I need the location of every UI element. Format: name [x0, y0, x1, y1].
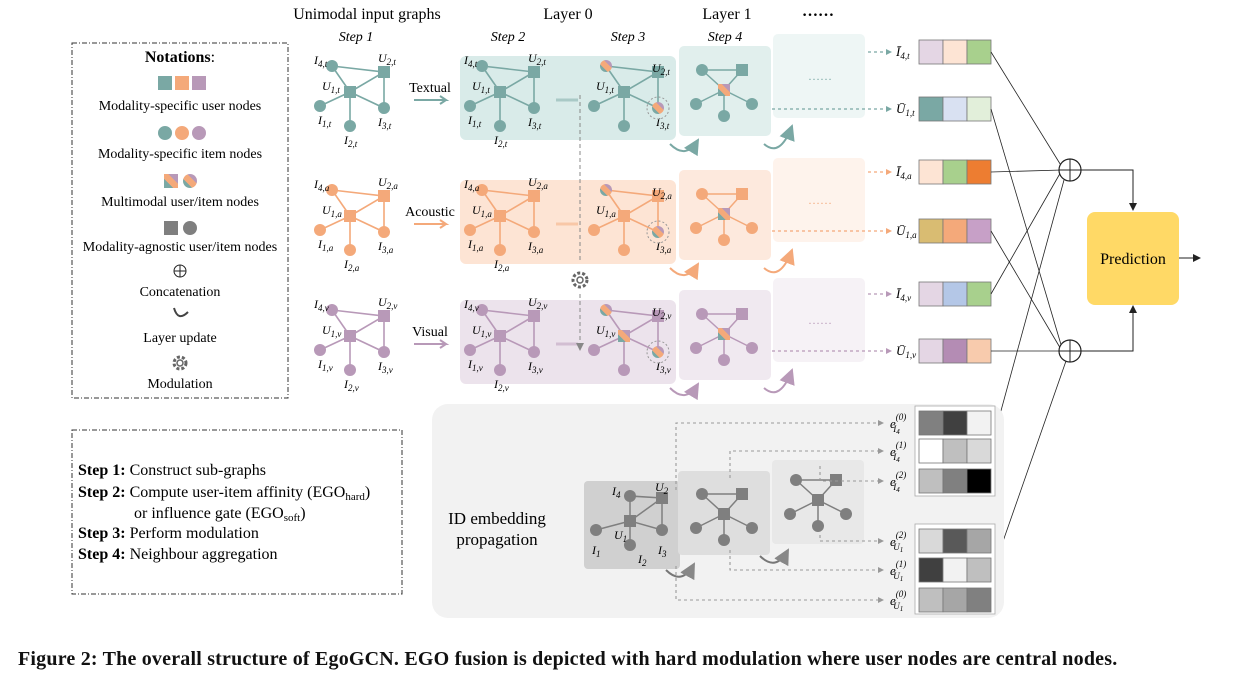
output-embedding-2: Ū1,t [772, 96, 1063, 349]
gear-icon [172, 355, 188, 371]
header-step1: Step 1 [339, 30, 374, 45]
header-layer1: Layer 1 [702, 6, 751, 23]
svg-text:I1: I1 [591, 543, 601, 559]
id-output-6: e(0) U1 [675, 566, 992, 613]
header-step3: Step 3 [611, 30, 646, 45]
svg-text:ID embedding: ID embedding [448, 509, 546, 528]
svg-text:I3,a: I3,a [377, 239, 394, 255]
svg-text:I2,a: I2,a [343, 257, 360, 273]
svg-text:I2,t: I2,t [343, 133, 358, 149]
multimodal-node-icons [164, 174, 197, 188]
agnostic-node-icons [164, 221, 197, 235]
svg-text:I3,v: I3,v [377, 359, 393, 375]
svg-text:propagation: propagation [456, 530, 538, 549]
svg-text:I4,v: I4,v [463, 297, 479, 313]
notation-box: Notations: Modality-specific user nodes … [71, 42, 289, 399]
svg-text:U2,t: U2,t [378, 51, 396, 67]
svg-text:e(2)U1: e(2) U1 [890, 530, 906, 554]
svg-text:I4,v: I4,v [313, 297, 329, 313]
svg-text:I4: I4 [611, 484, 621, 500]
svg-text:I2: I2 [637, 552, 647, 568]
output-embedding-3: Ī4,a [868, 159, 1063, 185]
svg-text:I4,a: I4,a [463, 177, 480, 193]
header-step4: Step 4 [708, 30, 743, 45]
svg-text:……: …… [808, 69, 832, 83]
notation-concatenation: Concatenation [140, 285, 221, 300]
svg-text:Ū1,a: Ū1,a [896, 223, 917, 240]
steps-box: Step 1: Construct sub-graphs Step 2: Com… [71, 429, 403, 595]
svg-text:I3: I3 [657, 543, 667, 559]
svg-text:……: …… [808, 313, 832, 327]
svg-text:U1,t: U1,t [322, 79, 340, 95]
notation-user-nodes: Modality-specific user nodes [99, 99, 262, 114]
svg-text:I3,t: I3,t [377, 115, 392, 131]
figure-caption: Figure 2: The overall structure of EgoGC… [18, 648, 1118, 670]
svg-text:Prediction: Prediction [1100, 251, 1166, 268]
svg-text:……: …… [808, 193, 832, 207]
layer-update-icon [173, 307, 189, 318]
svg-text:Ū1,t: Ū1,t [896, 101, 915, 118]
svg-text:Ī4,v: Ī4,v [895, 286, 911, 303]
id-output-1: e(0) I4 [675, 410, 992, 490]
modality-label: Textual [409, 81, 451, 96]
svg-text:I1,a: I1,a [317, 237, 334, 253]
svg-text:I2,v: I2,v [343, 377, 359, 393]
id-output-4: e(2) U1 [819, 528, 992, 554]
output-embedding-6: Ū1,v [772, 338, 1062, 364]
svg-text:U2,v: U2,v [528, 295, 547, 311]
notation-item-nodes: Modality-specific item nodes [98, 147, 262, 162]
header-step2: Step 2 [491, 30, 526, 45]
svg-text:I1,v: I1,v [317, 357, 333, 373]
output-embedding-4: Ū1,a [772, 218, 1063, 352]
step1-line: Step 1: Construct sub-graphs [78, 462, 266, 479]
step2-line: Step 2: Compute user-item affinity (EGOh… [78, 484, 370, 503]
svg-text:U2,v: U2,v [378, 295, 397, 311]
svg-text:U2,a: U2,a [378, 175, 398, 191]
user-square-icons [158, 76, 206, 90]
notation-layer-update: Layer update [143, 331, 216, 346]
egogcn-figure: Unimodal input graphs Layer 0 Layer 1 ……… [71, 3, 1201, 618]
notation-modulation: Modulation [147, 377, 212, 392]
svg-text:e(0)U1: e(0) U1 [890, 589, 906, 613]
header-unimodal: Unimodal input graphs [293, 6, 441, 23]
svg-text:Ī4,t: Ī4,t [895, 44, 910, 61]
modulation-gear-icon [571, 271, 589, 289]
concat-node-top [1058, 158, 1082, 182]
svg-text:U1,a: U1,a [322, 203, 342, 219]
concat-node-bottom [1058, 339, 1082, 363]
step4-line: Step 4: Neighbour aggregation [78, 546, 278, 563]
svg-text:U1,v: U1,v [322, 323, 341, 339]
notation-agnostic-nodes: Modality-agnostic user/item nodes [83, 240, 277, 255]
id-graph-layer2 [772, 460, 864, 544]
notation-multimodal-nodes: Multimodal user/item nodes [101, 195, 259, 210]
header-layer0: Layer 0 [543, 6, 592, 23]
svg-text:I4,t: I4,t [463, 53, 478, 69]
step2-line2: or influence gate (EGOsoft) [134, 505, 306, 524]
step3-line: Step 3: Perform modulation [78, 525, 259, 542]
prediction-box: Prediction [1087, 212, 1179, 305]
svg-text:I4,a: I4,a [313, 177, 330, 193]
svg-text:Ū1,v: Ū1,v [896, 343, 916, 360]
svg-text:I4,t: I4,t [313, 53, 328, 69]
concat-icon [173, 264, 187, 278]
svg-text:U2,t: U2,t [528, 51, 546, 67]
id-output-5: e(1) U1 [729, 550, 992, 583]
svg-text:Ī4,a: Ī4,a [895, 164, 912, 181]
id-graph-layer1 [678, 471, 770, 555]
item-circle-icons [158, 126, 206, 140]
modality-label: Visual [412, 325, 448, 340]
svg-text:U2,a: U2,a [528, 175, 548, 191]
svg-text:I1,t: I1,t [317, 113, 332, 129]
modality-label: Acoustic [405, 205, 455, 220]
header-more: …… [802, 3, 834, 20]
svg-text:e(1)U1: e(1) U1 [890, 559, 906, 583]
modality-row-acoustic: I4,a U2,a U1,a I1,a I3,a I2,a Acoustic I4,a U2,a… [313, 158, 865, 281]
svg-text:Notations:: Notations: [145, 49, 215, 66]
